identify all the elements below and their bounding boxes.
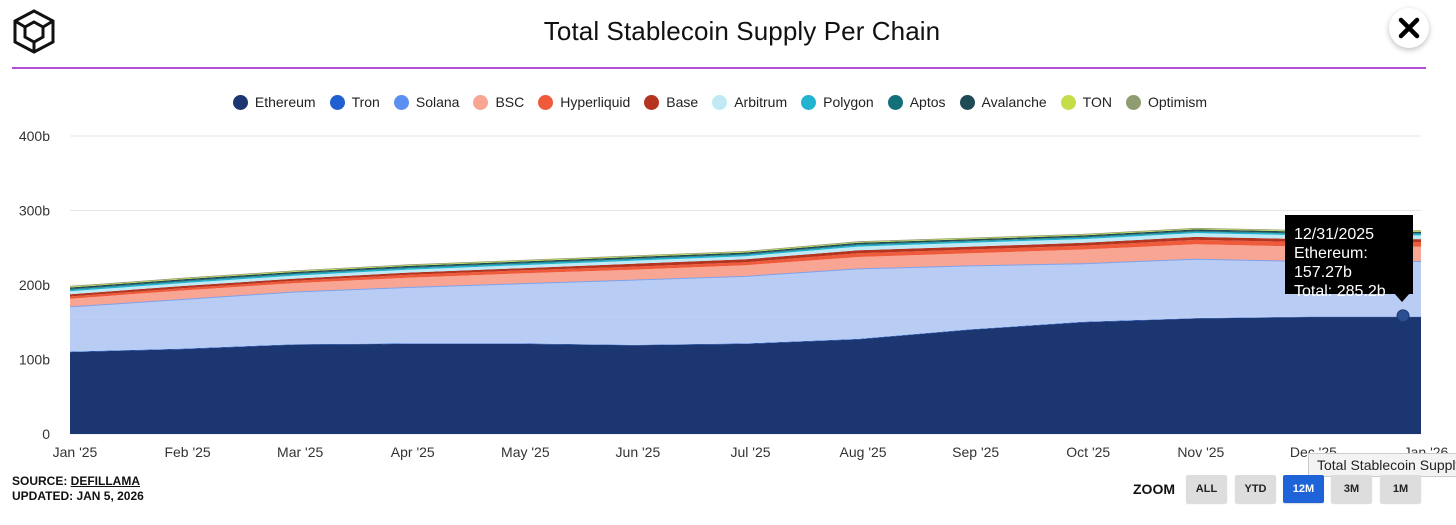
legend-dot — [887, 94, 903, 110]
page-title: Total Stablecoin Supply Per Chain — [543, 16, 941, 46]
hover-point — [1396, 309, 1410, 323]
legend-label: Solana — [415, 94, 460, 110]
zoom-label: ZOOM — [1133, 481, 1175, 497]
title-divider — [12, 67, 1426, 69]
zoom-1m-button[interactable]: 1M — [1380, 475, 1421, 503]
legend-dot — [232, 94, 248, 110]
legend-item-tron[interactable]: Tron — [329, 94, 380, 110]
legend-item-avalanche[interactable]: Avalanche — [959, 94, 1047, 110]
zoom-3m-button[interactable]: 3M — [1331, 475, 1372, 503]
legend-item-hyperliquid[interactable]: Hyperliquid — [538, 94, 630, 110]
chart-legend: Ethereum Tron Solana BSC Hyperliquid Base Arbi… — [0, 94, 1440, 110]
x-tick-label: Jan '25 — [53, 444, 98, 460]
legend-label: Arbitrum — [734, 94, 788, 110]
legend-dot — [959, 94, 975, 110]
legend-label: TON — [1082, 94, 1112, 110]
area-series-solana — [70, 259, 1421, 352]
legend-label: Polygon — [823, 94, 874, 110]
legend-label: Avalanche — [981, 94, 1047, 110]
legend-item-polygon[interactable]: Polygon — [801, 94, 874, 110]
x-tick-label: Mar '25 — [277, 444, 323, 460]
x-tick-label: Feb '25 — [164, 444, 210, 460]
legend-dot — [1060, 94, 1076, 110]
legend-item-solana[interactable]: Solana — [393, 94, 460, 110]
x-tick-label: Oct '25 — [1066, 444, 1110, 460]
close-button[interactable] — [1389, 8, 1429, 48]
tooltip-date: 12/31/2025 — [1294, 226, 1375, 243]
x-tick-label: Nov '25 — [1177, 444, 1224, 460]
legend-dot — [712, 94, 728, 110]
cube-icon — [13, 9, 55, 54]
legend-label: Hyperliquid — [560, 94, 631, 110]
legend-item-optimism[interactable]: Optimism — [1125, 94, 1208, 110]
y-tick-label: 100b — [19, 352, 50, 368]
source-label: SOURCE: — [12, 474, 71, 488]
y-tick-label: 200b — [19, 277, 50, 293]
x-tick-label: Sep '25 — [952, 444, 999, 460]
source-link[interactable]: DEFILLAMA — [70, 474, 140, 488]
close-icon — [1398, 17, 1420, 39]
y-tick-label: 400b — [19, 128, 50, 144]
legend-item-ethereum[interactable]: Ethereum — [232, 94, 316, 110]
chart-tooltip: 12/31/2025 Ethereum: 157.27b Total: 285.… — [1285, 215, 1413, 300]
y-tick-label: 300b — [19, 203, 50, 219]
legend-dot — [1125, 94, 1141, 110]
x-tick-label: Apr '25 — [391, 444, 435, 460]
legend-label: Ethereum — [254, 94, 316, 110]
area-series-ethereum — [70, 317, 1421, 434]
updated-date: UPDATED: JAN 5, 2026 — [12, 489, 144, 503]
legend-item-base[interactable]: Base — [644, 94, 698, 110]
area-series-bsc — [70, 244, 1421, 307]
legend-label: Optimism — [1147, 94, 1208, 110]
legend-dot — [644, 94, 660, 110]
x-tick-label: Aug '25 — [840, 444, 887, 460]
y-tick-label: 0 — [42, 426, 50, 442]
solana-top-line — [69, 258, 1421, 308]
tooltip-ethereum-value: Ethereum: 157.27b — [1294, 245, 1368, 281]
legend-dot — [473, 94, 489, 110]
x-tick-label: Jul '25 — [730, 444, 770, 460]
legend-dot — [329, 94, 345, 110]
legend-item-arbitrum[interactable]: Arbitrum — [712, 94, 787, 110]
x-tick-label: May '25 — [501, 444, 550, 460]
legend-dot — [538, 94, 554, 110]
legend-item-aptos[interactable]: Aptos — [887, 94, 946, 110]
legend-label: Tron — [351, 94, 380, 110]
legend-dot — [393, 94, 409, 110]
hover-title-tooltip: Total Stablecoin Supply Per Chain — [1308, 453, 1456, 477]
tooltip-arrow — [1394, 293, 1410, 302]
x-tick-label: Jun '25 — [616, 444, 661, 460]
legend-label: Aptos — [909, 94, 946, 110]
legend-item-ton[interactable]: TON — [1060, 94, 1112, 110]
zoom-all-button[interactable]: ALL — [1186, 475, 1227, 503]
zoom-12m-button[interactable]: 12M — [1283, 475, 1324, 503]
legend-dot — [801, 94, 817, 110]
zoom-ytd-button[interactable]: YTD — [1235, 475, 1276, 503]
legend-label: Base — [666, 94, 699, 110]
legend-label: BSC — [495, 94, 525, 110]
legend-item-bsc[interactable]: BSC — [473, 94, 524, 110]
source-info: SOURCE: DEFILLAMA UPDATED: JAN 5, 2026 — [12, 474, 144, 504]
tooltip-total-value: Total: 285.2b — [1294, 283, 1386, 300]
